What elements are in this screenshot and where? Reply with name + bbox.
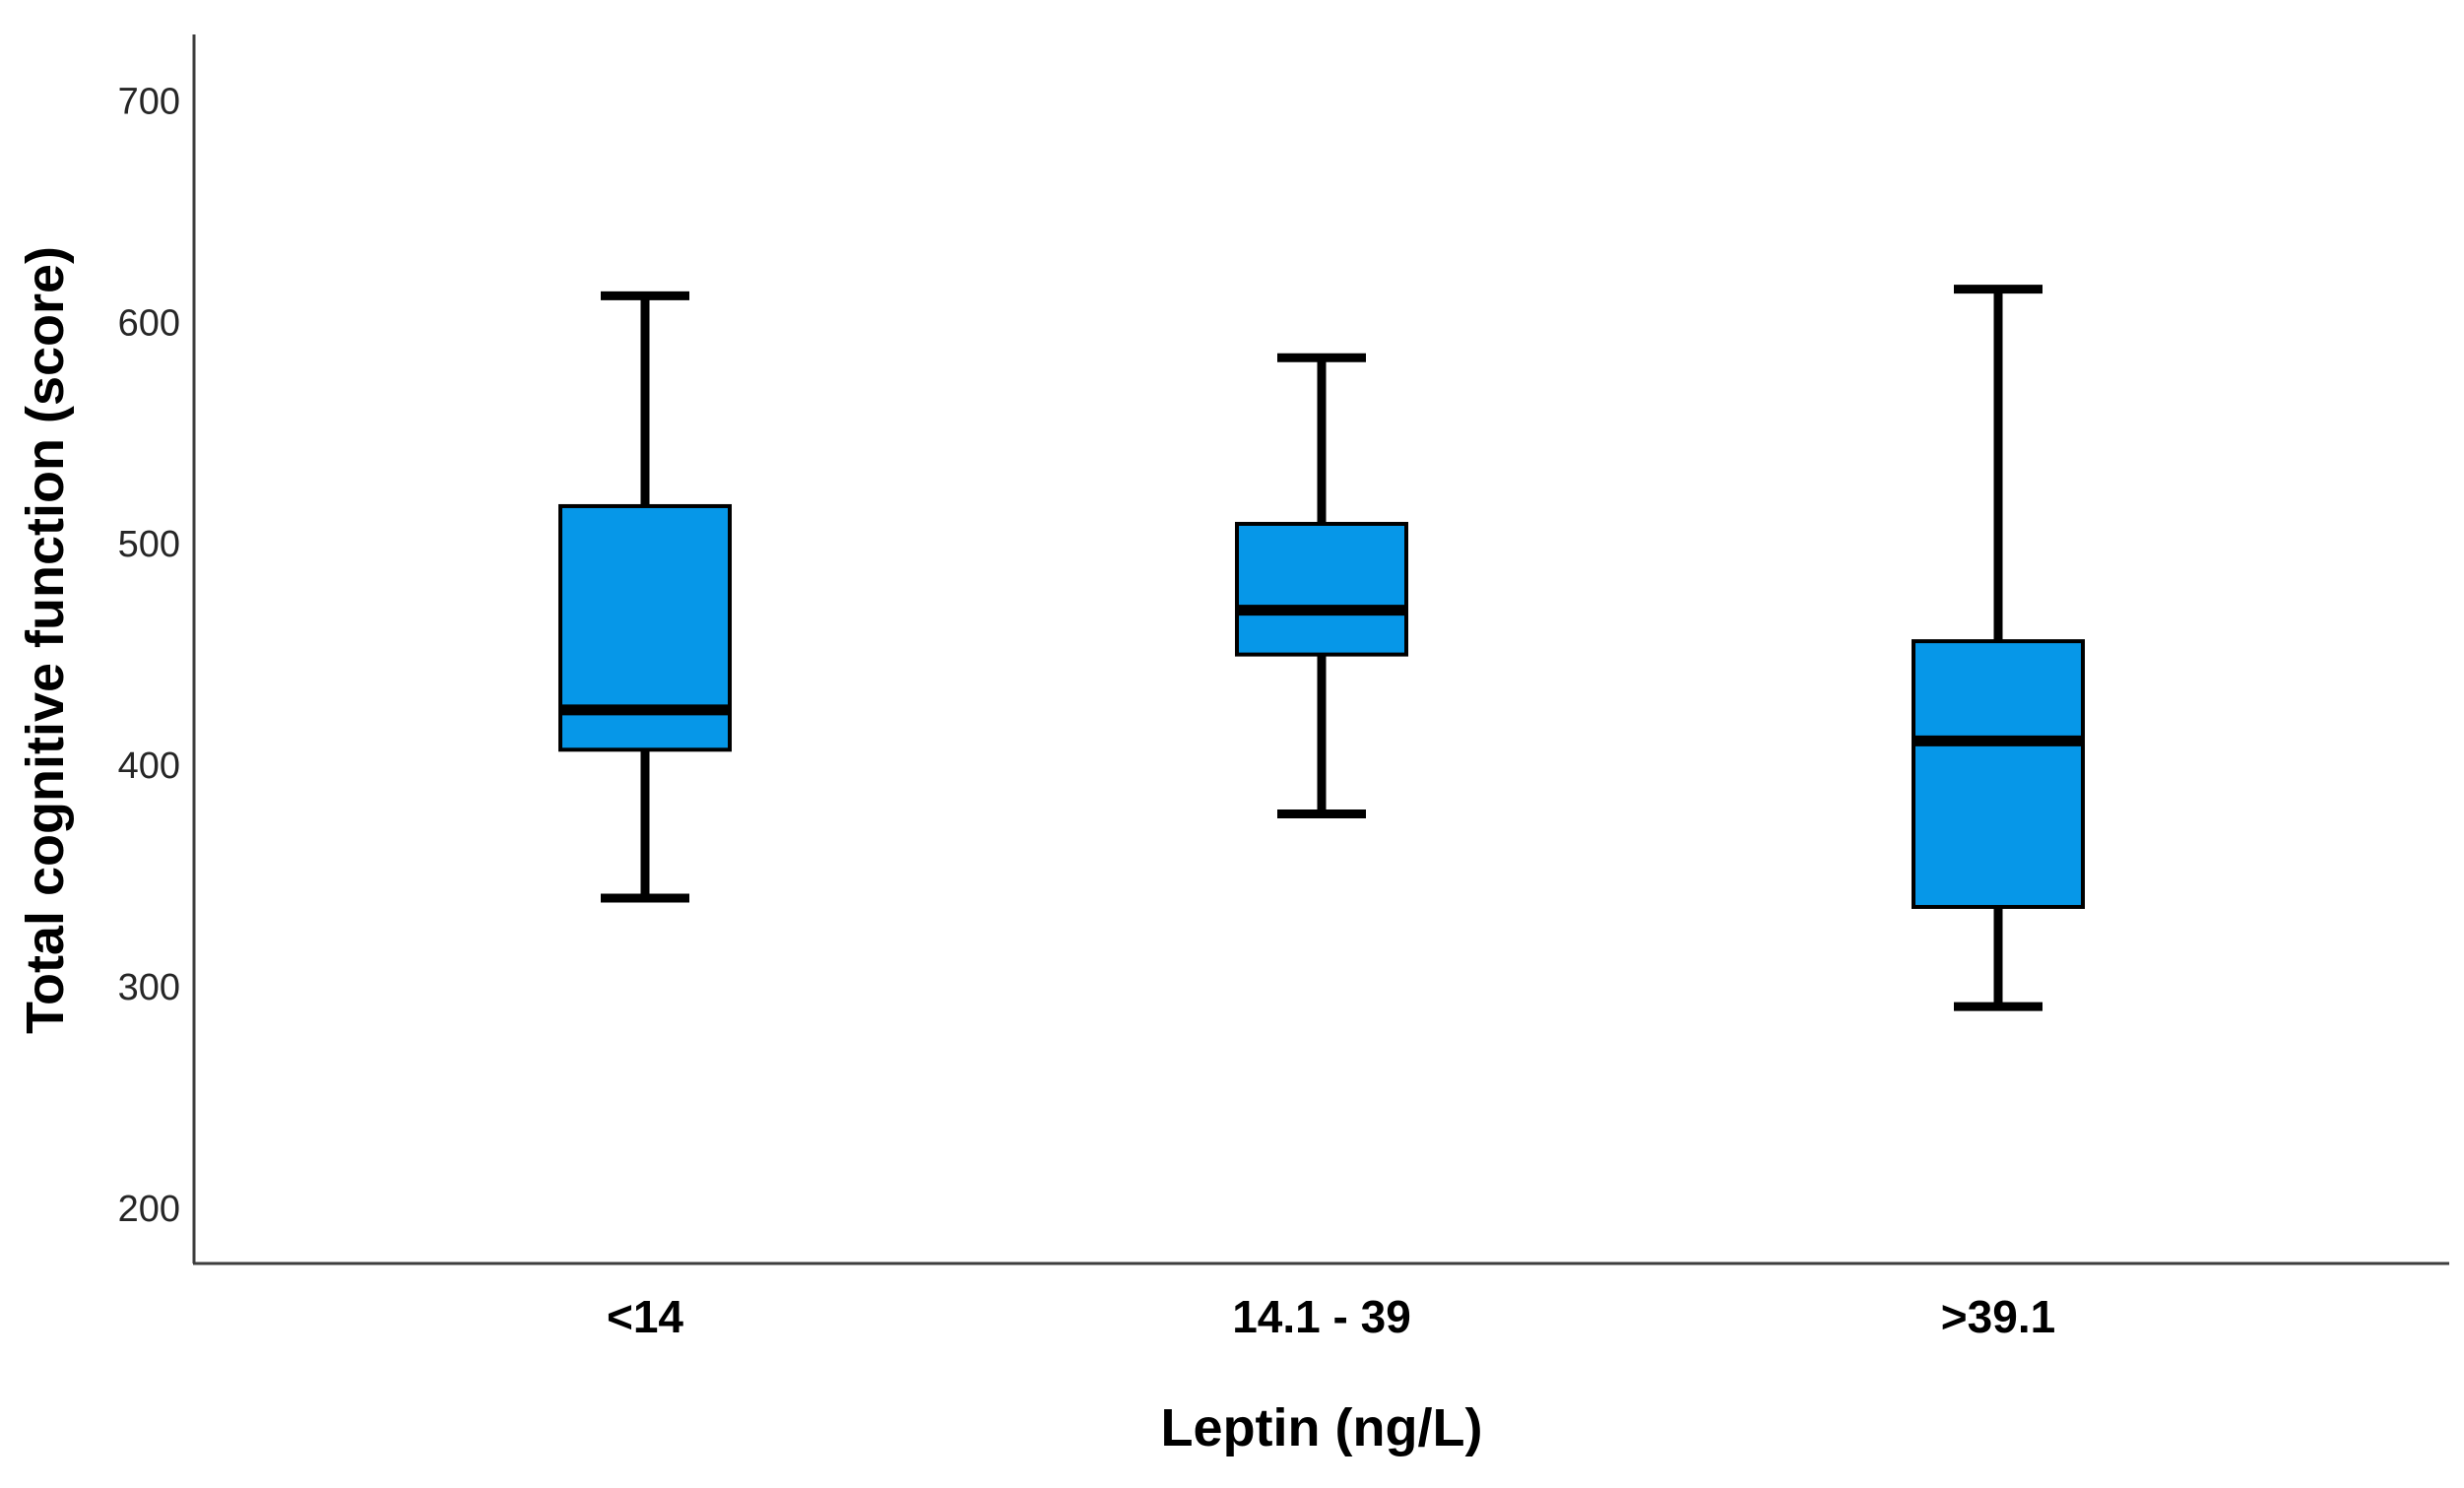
x-category-label-1: <14 xyxy=(607,1291,683,1342)
x-axis-title: Leptin (ng/L) xyxy=(1161,1398,1483,1457)
y-tick-label-300: 300 xyxy=(118,967,180,1008)
y-axis-title: Total cognitive function (score) xyxy=(16,246,75,1034)
x-category-label-3: >39.1 xyxy=(1941,1291,2055,1342)
box-2-rect xyxy=(1235,521,1408,657)
plot-layer: 200 300 400 500 600 700 <14 14.1 - 39 >39.1 xyxy=(118,34,2449,1342)
y-tick-label-400: 400 xyxy=(118,745,180,787)
y-tick-label-500: 500 xyxy=(118,524,180,565)
y-tick-label-700: 700 xyxy=(118,81,180,122)
x-category-label-2: 14.1 - 39 xyxy=(1232,1291,1411,1342)
box-3-rect xyxy=(1912,639,2085,909)
y-tick-label-600: 600 xyxy=(118,302,180,344)
y-tick-label-200: 200 xyxy=(118,1189,180,1230)
